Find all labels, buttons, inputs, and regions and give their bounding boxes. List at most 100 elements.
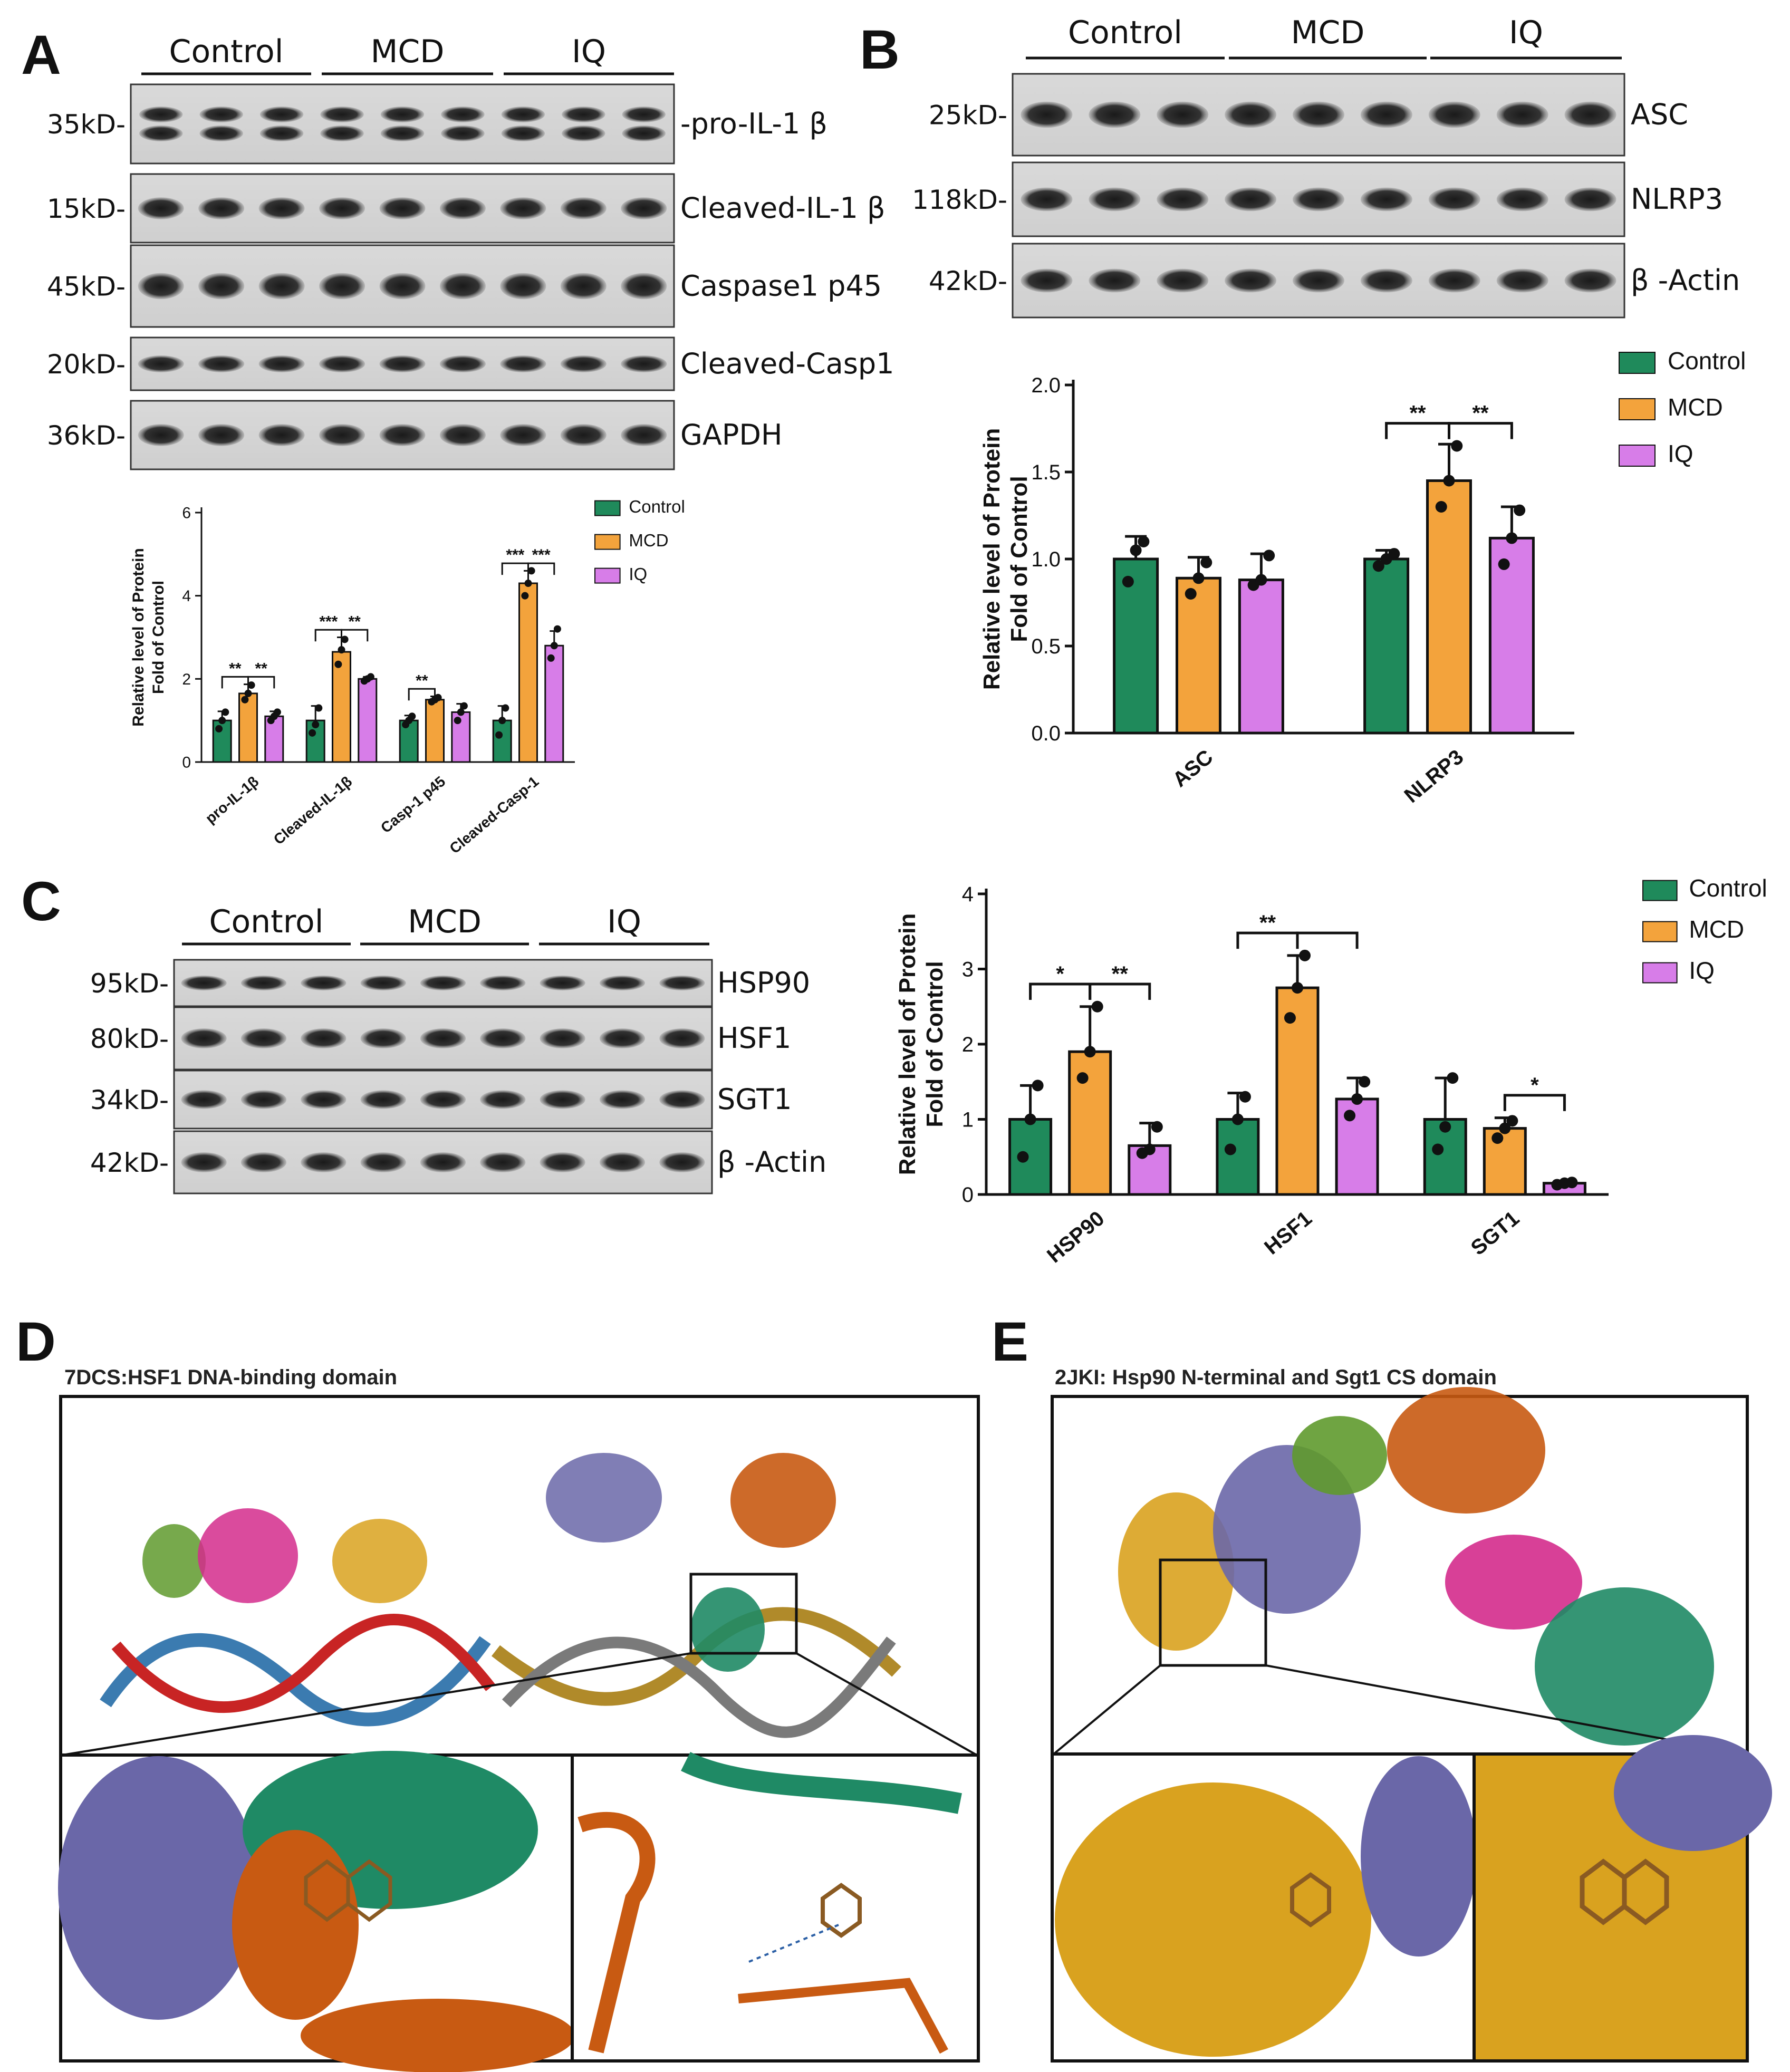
protein-orange [730, 1453, 836, 1548]
significance-label: ** [348, 613, 361, 630]
blot-band [500, 197, 546, 219]
molecular-weight-label: 45kD- [47, 272, 126, 302]
molecular-weight-label: 25kD- [929, 100, 1007, 131]
x-category-label: NLRP3 [1400, 745, 1468, 807]
blot-strip [130, 83, 675, 165]
blot-band [659, 1028, 705, 1048]
y-tick-label: 2 [962, 1033, 974, 1056]
blot-band [379, 197, 426, 219]
blot-band [500, 424, 546, 446]
blot-band [379, 273, 426, 300]
data-point [367, 673, 374, 681]
y-tick-label: 1 [962, 1109, 974, 1132]
inset-orange-helix [578, 1811, 656, 2054]
blot-band [380, 107, 425, 122]
legend: Control MCD IQ [1619, 347, 1746, 467]
molecular-weight-label: 42kD- [90, 1148, 169, 1178]
panel-b-blots: 25kD- ASC 118kD- NLRP3 42kD-β -Actin [912, 73, 1740, 319]
panel-e-title: 2JKI: Hsp90 N-terminal and Sgt1 CS domai… [1055, 1366, 1497, 1389]
data-point [244, 689, 252, 697]
data-point [1076, 1072, 1089, 1084]
blot-strip [173, 1069, 713, 1130]
significance-label: *** [532, 546, 551, 564]
data-point [1231, 1113, 1244, 1125]
x-category-label: HSP90 [1043, 1207, 1109, 1267]
blot-band [138, 355, 184, 372]
data-point [1292, 982, 1303, 994]
inset-purple-surface [1361, 1756, 1477, 1957]
bar-control-1 [1216, 1118, 1260, 1196]
data-point [218, 717, 226, 725]
blot-band [439, 355, 486, 372]
zoom-line-right [796, 1652, 977, 1756]
y-axis-label: Relative level of Protein [979, 428, 1005, 690]
blot-band [540, 1152, 585, 1172]
blot-band [259, 126, 304, 141]
blot-band [258, 355, 305, 372]
data-point [521, 592, 529, 600]
blot-band [198, 424, 245, 446]
blot-band [599, 1028, 646, 1048]
data-point [1566, 1177, 1578, 1189]
blot-band [181, 1152, 227, 1172]
group-header-iq: IQ [572, 33, 606, 70]
significance-label: ** [1409, 402, 1426, 425]
data-point [1514, 504, 1526, 516]
ligand-sticks [1290, 1872, 1331, 1928]
panel-a-group-headers: Control MCD IQ [141, 33, 674, 75]
data-point [1359, 1076, 1371, 1088]
data-point [1084, 1046, 1096, 1058]
inset-orange-surface [232, 1830, 359, 2020]
protein-gold [1118, 1492, 1234, 1651]
protein-gold [332, 1519, 427, 1603]
blot-band [360, 1152, 406, 1172]
significance-bracket [1236, 931, 1299, 949]
band-label: ASC [1631, 98, 1688, 131]
protein-magenta [1445, 1535, 1582, 1630]
molecular-weight-label: 15kD- [47, 194, 126, 224]
significance-label: * [1531, 1074, 1539, 1097]
panel-c-letter: C [21, 871, 61, 932]
data-point [273, 708, 281, 716]
blot-band [1496, 268, 1548, 293]
data-point [1017, 1151, 1029, 1163]
bar-iq-1 [358, 678, 378, 763]
panel-c-group-headers: Control MCD IQ [182, 903, 709, 946]
x-category-label: SGT1 [1467, 1207, 1524, 1260]
band-label: Cleaved-Casp1 [680, 347, 894, 380]
data-point [1143, 1143, 1156, 1155]
band-label: Cleaved-IL-1 β [680, 191, 886, 225]
blot-band [621, 273, 667, 300]
panel-d-structure [58, 1395, 980, 2072]
x-category-label: Casp-1 p45 [378, 773, 448, 836]
significance-label: ** [255, 660, 267, 677]
data-point [550, 642, 558, 650]
y-axis-label-line2: Fold of Control [922, 961, 948, 1127]
data-point [1200, 556, 1212, 568]
blot-band [1428, 268, 1480, 293]
blot-band [501, 126, 545, 141]
legend-label-control: Control [1689, 874, 1767, 902]
bar-mcd-0 [1068, 1050, 1112, 1196]
blot-band [240, 1028, 287, 1048]
molecular-weight-label: 95kD- [90, 968, 169, 999]
ligand-interaction-sticks [821, 1883, 862, 1938]
blot-band [420, 1152, 466, 1172]
blot-band [181, 975, 227, 991]
bar-control-1 [1363, 557, 1410, 735]
data-point [1239, 1091, 1251, 1103]
y-axis-label: Relative level of Protein [894, 913, 920, 1175]
panel-e-structure [1051, 1387, 1772, 2063]
band-label: SGT1 [717, 1083, 792, 1116]
blot-band [301, 975, 347, 991]
data-point [547, 654, 555, 662]
blot-strip [130, 400, 675, 470]
bar-iq-1 [1335, 1097, 1379, 1196]
group-header-iq: IQ [607, 903, 641, 940]
blot-strip [130, 244, 675, 328]
data-point [1506, 532, 1518, 544]
significance-bracket [247, 676, 275, 689]
data-point [454, 717, 461, 725]
legend-label-control: Control [629, 497, 685, 516]
